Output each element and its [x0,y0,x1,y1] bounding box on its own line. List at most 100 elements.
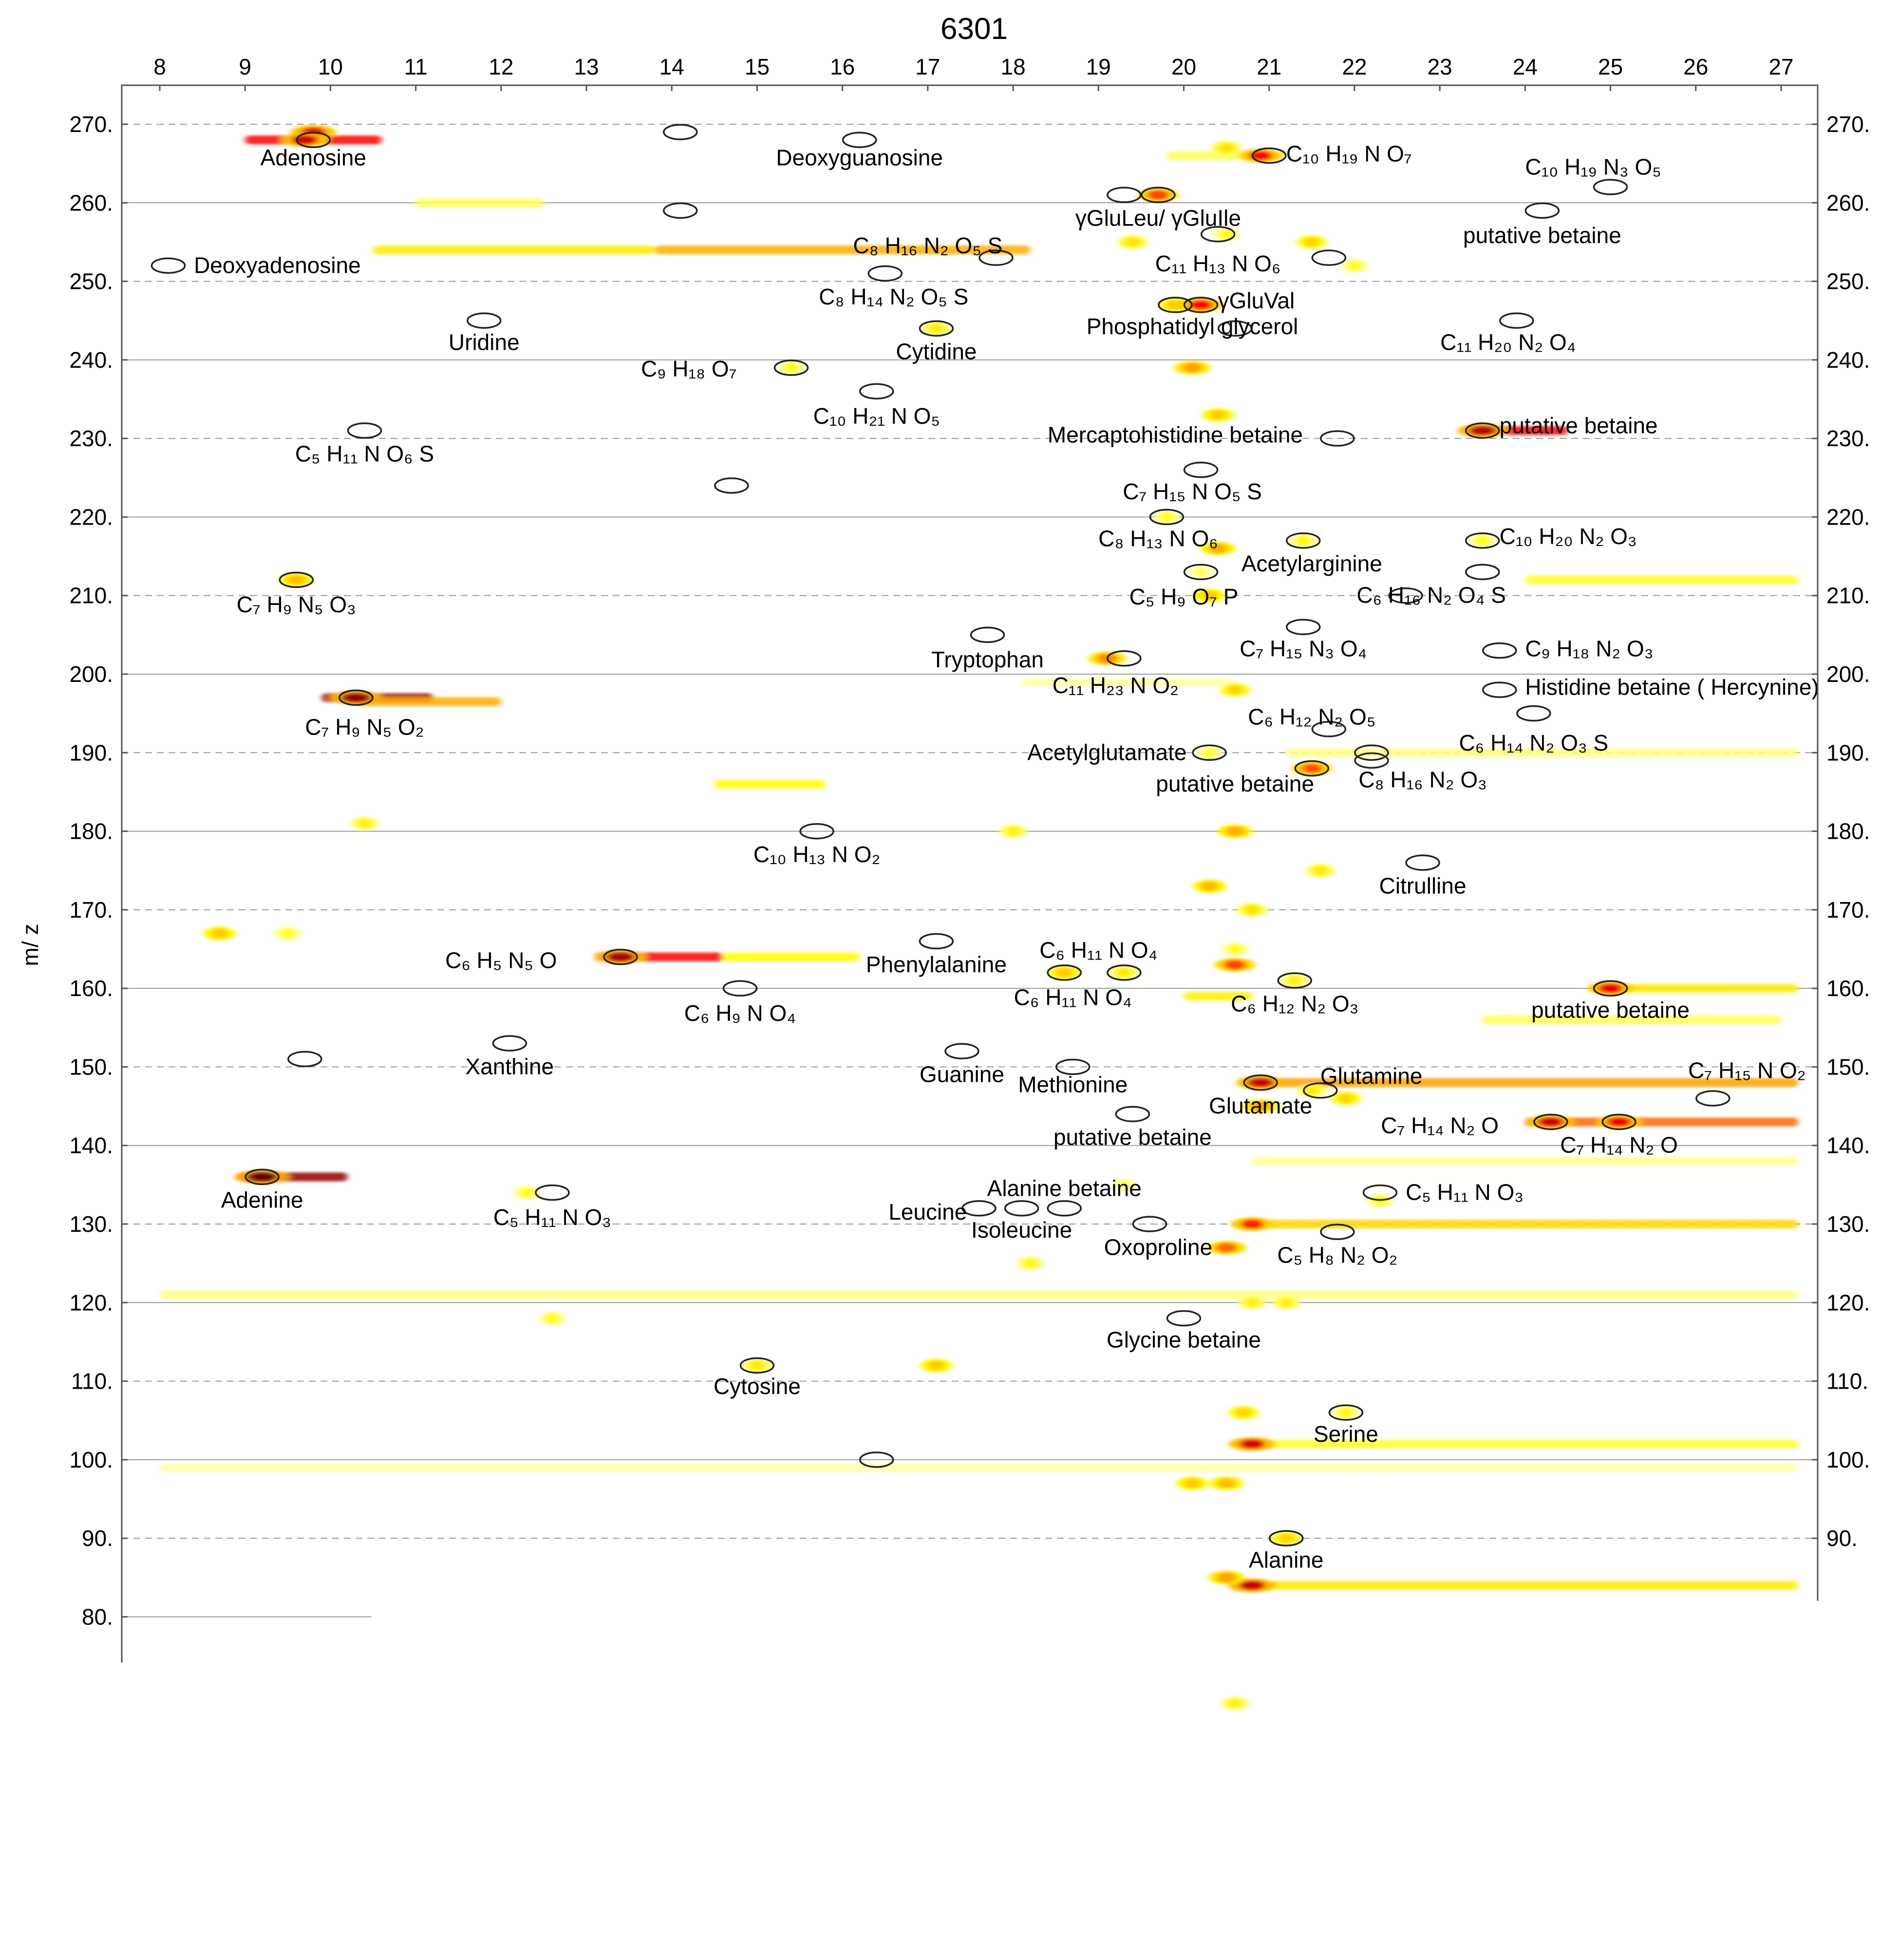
signal-streak-20 [1525,575,1798,584]
annotation-label: Cytidine [896,339,977,364]
annotation-label: C₅ H₁₁ N O₃ [493,1205,611,1230]
x-tick-label-top: 14 [659,54,684,79]
annotation-label: C₇ H₁₅ N O₂ [1688,1057,1806,1083]
annotation-label: Mercaptohistidine betaine [1048,422,1303,448]
x-tick-label-top: 8 [153,54,166,79]
x-tick-label-bottom: 15 [745,1814,770,1840]
signal-spot-51 [1244,905,1260,915]
annotation-ring-10 [152,258,185,273]
y-tick-label-left: 270. [69,112,113,137]
signal-spot-47 [1209,410,1227,420]
annotation-ring-1 [664,125,697,139]
signal-spot-44 [1217,1478,1236,1488]
signal-streak-22 [160,1463,1798,1472]
annotation-label: Glutamine [1320,1063,1423,1089]
y-tick-label-left: 160. [69,976,113,1001]
signal-spot-41 [1235,1408,1252,1417]
annotation-ring-57 [945,1044,978,1058]
annotation-label: Adenosine [261,145,366,170]
annotation-label: Oxoproline [1104,1234,1212,1260]
x-tick-label-top: 16 [830,54,855,79]
x-tick-label-top: 10 [318,54,343,79]
signal-spot-21 [1203,748,1216,757]
annotation-label: C₆ H₅ N₅ O [445,948,557,973]
x-tick-label-bottom: 16 [830,1814,855,1840]
annotation-ring-61 [1116,1107,1149,1121]
y-tick-label-right: 220. [1826,504,1870,529]
annotation-ring-37 [1483,643,1516,658]
signal-spot-25 [1116,968,1132,978]
x-tick-label-bottom: 17 [915,1814,940,1840]
y-tick-label-left: 210. [69,583,113,608]
signal-spot-62 [1227,1698,1242,1708]
y-tick-label-left: 70. [82,1683,113,1708]
y-tick-label-right: 120. [1826,1290,1870,1315]
signal-spot-40 [1239,1439,1265,1449]
annotation-label: C₁₀ H₁₃ N O₂ [753,842,881,867]
annotation-ring-38 [1483,682,1516,697]
y-tick-label-left: 260. [69,190,113,215]
annotation-label: Glycine betaine [1107,1327,1261,1353]
signal-spot-22 [1225,827,1244,836]
colorbar-max-label: 50000 [1497,1898,1551,1919]
annotation-label: C₁₁ H₂₀ N₂ O₄ [1440,329,1576,355]
corner-mark: . [1626,1883,1632,1904]
signal-spot-14 [1160,512,1174,522]
annotation-label: C₆ H₁₆ N₂ O₄ S [1356,583,1506,608]
signal-streak-14 [1269,1581,1798,1590]
signal-spot-28 [1598,983,1623,993]
x-tick-label-bottom: 24 [1513,1814,1538,1840]
signal-spot-32 [1337,1093,1354,1103]
signal-spot-13 [1469,426,1496,435]
annotation-label: C₇ H₉ N₅ O₂ [305,715,424,740]
annotation-label: C₆ H₁₂ N₂ O₅ [1248,704,1375,730]
signal-spot-6 [750,1360,765,1370]
annotation-ring-68 [962,1201,996,1216]
x-tick-label-top: 22 [1342,54,1367,79]
annotation-label: C₁₀ H₁₉ N₃ O₅ [1525,154,1661,180]
annotation-label: Deoxyadenosine [194,252,361,278]
annotation-label: Glutamate [1209,1093,1312,1118]
annotation-label: C₆ H₉ N O₄ [684,1000,796,1026]
y-tick-label-left: 180. [69,819,113,844]
signal-spot-19 [1227,685,1243,695]
x-tick-label-top: 20 [1171,54,1196,79]
x-tick-label-top: 25 [1598,54,1623,79]
y-tick-label-left: 250. [69,269,113,294]
x-tick-label-bottom: 12 [489,1814,513,1840]
y-tick-label-right: 70. [1826,1683,1858,1708]
annotation-label: putative betaine [1500,413,1658,438]
signal-spot-61 [357,818,372,828]
annotation-ring-17 [468,313,501,328]
annotation-ring-26 [1185,463,1218,477]
signal-spot-16 [1475,536,1489,546]
y-tick-label-right: 130. [1826,1211,1870,1237]
annotations: Adenosine Deoxyguanosine C₁₀ H₁₉ N O₇C₁₀ H… [194,141,1819,1572]
signal-spot-56 [1347,261,1361,270]
x-tick-label-top: 21 [1257,54,1281,79]
y-tick-label-right: 100. [1826,1447,1870,1472]
annotation-ring-13 [868,266,902,281]
x-tick-label-top: 15 [745,54,770,79]
signal-spot-15 [1296,536,1311,546]
annotation-ring-19 [1500,313,1533,328]
signal-streak-23 [416,198,544,207]
signal-spot-43 [1184,1478,1201,1488]
signal-spot-36 [1216,1243,1237,1252]
y-tick-label-right: 90. [1826,1526,1858,1551]
y-tick-label-left: 150. [69,1054,113,1079]
signal-spot-59 [545,1314,559,1323]
annotation-label: C₁₁ H₁₃ N O₆ [1155,251,1281,276]
signal-spot-52 [1228,944,1242,954]
x-tick-label-top: 23 [1428,54,1452,79]
signal-spot-11 [929,323,944,333]
annotation-ring-12 [1312,250,1345,265]
annotation-label: C₆ H₁₄ N₂ O₃ S [1459,730,1609,755]
annotation-label: C₁₀ H₂₀ N₂ O₃ [1500,524,1637,549]
annotation-ring-32 [1466,565,1499,579]
annotation-ring-69 [1005,1201,1038,1216]
annotation-ring-6 [1108,188,1141,202]
signal-spot-1 [292,135,318,145]
signal-spot-57 [211,928,228,938]
x-tick-label-bottom: 21 [1257,1814,1281,1840]
